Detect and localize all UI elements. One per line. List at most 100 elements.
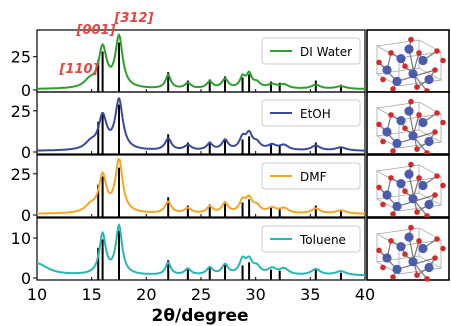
legend-label: DMF (300, 170, 327, 184)
oxygen-atom (416, 175, 422, 181)
panel-toluene: 10 0 Toluene (11, 217, 366, 288)
bond (408, 173, 418, 213)
series-line (37, 158, 365, 215)
oxygen-atom (402, 63, 408, 69)
oxygen-atom (440, 119, 446, 126)
metal-atom (424, 199, 434, 210)
metal-atom (382, 190, 392, 200)
crystal-inset (366, 217, 450, 282)
oxygen-atom (402, 125, 408, 131)
metal-atom (408, 131, 418, 141)
oxygen-atom (432, 67, 438, 73)
y-tick-label: 0 (21, 269, 31, 288)
y-tick-label: 0 (21, 143, 31, 162)
oxygen-atom (388, 112, 394, 118)
legend-box (261, 99, 361, 127)
oxygen-atom (402, 251, 408, 257)
metal-atom (418, 243, 428, 254)
metal-atom (418, 180, 428, 191)
oxygen-atom (416, 50, 422, 56)
metal-atom (396, 116, 406, 126)
metal-atom (382, 127, 392, 137)
oxygen-atom (414, 272, 420, 278)
metal-atom (392, 138, 402, 148)
x-tick-label: 10 (27, 285, 47, 304)
oxygen-atom (388, 50, 394, 56)
legend-label: Toluene (299, 233, 346, 247)
x-tick-label: 40 (355, 285, 375, 304)
metal-atom (404, 232, 414, 242)
bond (408, 110, 418, 150)
oxygen-atom (408, 36, 414, 43)
oxygen-atom (402, 188, 408, 194)
annotations: [001][312] [110] (58, 11, 153, 77)
metal-atom (396, 242, 406, 252)
metal-atom (418, 55, 428, 66)
metal-atom (396, 54, 406, 64)
oxygen-atom (390, 148, 396, 154)
oxygen-atom (434, 173, 440, 179)
oxygen-atom (416, 238, 422, 244)
legend-label: EtOH (300, 107, 331, 121)
metal-atom (408, 257, 418, 267)
oxygen-atom (408, 98, 414, 105)
oxygen-atom (414, 84, 420, 90)
oxygen-atom (408, 224, 414, 231)
oxygen-atom (388, 238, 394, 244)
legend-box (261, 225, 361, 253)
metal-atom (392, 201, 402, 211)
oxygen-atom (376, 247, 382, 254)
oxygen-atom (432, 129, 438, 135)
peak-annotation: [001] (75, 23, 115, 38)
oxygen-atom (380, 264, 386, 271)
oxygen-atom (440, 57, 446, 64)
legend-box (261, 162, 361, 190)
metal-atom (392, 76, 402, 86)
panels-group: 25 0 DI Water 25 0 EtOH 25 0 DMF 10 0 Toluene (11, 29, 366, 288)
series-line (37, 222, 365, 277)
y-tick-label: 25 (11, 165, 31, 184)
oxygen-atom (414, 146, 420, 152)
panel-di-water: 25 0 DI Water (11, 29, 366, 100)
oxygen-atom (380, 76, 386, 83)
crystal-inset (366, 154, 450, 219)
legend-label: DI Water (300, 45, 352, 59)
metal-atom (404, 44, 414, 54)
oxygen-atom (414, 209, 420, 215)
crystal-inset (366, 91, 450, 156)
legend-box (261, 37, 361, 65)
oxygen-atom (390, 274, 396, 280)
series-line (37, 96, 365, 152)
inset-frame (366, 217, 450, 281)
peak-annotation: [312] (113, 11, 153, 26)
peak-annotation: [110] (58, 62, 98, 77)
y-tick-label: 0 (21, 81, 31, 100)
oxygen-atom (380, 138, 386, 145)
y-tick-label: 25 (11, 102, 31, 121)
bond (408, 236, 418, 276)
x-tick-label: 35 (300, 285, 320, 304)
panel-etoh: 25 0 EtOH (11, 91, 366, 162)
oxygen-atom (440, 245, 446, 252)
x-tick-label: 25 (191, 285, 211, 304)
x-tick-label: 20 (136, 285, 156, 304)
oxygen-atom (390, 86, 396, 92)
crystal-structure-insets (366, 29, 450, 282)
metal-atom (424, 136, 434, 147)
y-tick-label: 10 (11, 229, 31, 248)
metal-atom (404, 169, 414, 179)
oxygen-atom (390, 211, 396, 217)
oxygen-atom (434, 48, 440, 54)
y-tick-label: 25 (11, 48, 31, 67)
oxygen-atom (388, 175, 394, 181)
panel-dmf: 25 0 DMF (11, 154, 366, 225)
series-line (37, 33, 366, 90)
oxygen-atom (434, 110, 440, 116)
y-tick-label: 0 (21, 206, 31, 225)
x-axis-label: 2θ/degree (151, 306, 248, 326)
metal-atom (424, 74, 434, 85)
oxygen-atom (434, 236, 440, 242)
metal-atom (424, 262, 434, 273)
metal-atom (392, 264, 402, 274)
